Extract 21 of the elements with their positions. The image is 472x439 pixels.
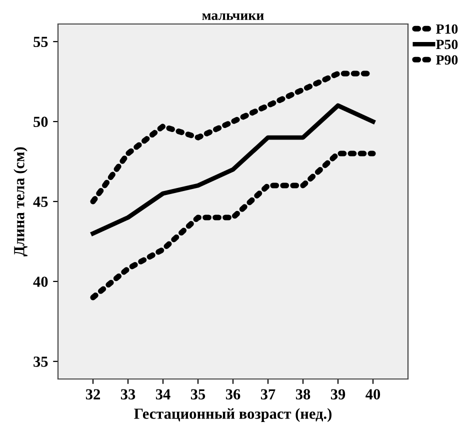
x-tick-label: 35 xyxy=(190,389,206,400)
y-axis-title: Длина тела (см) xyxy=(14,147,28,256)
y-tick-label: 40 xyxy=(33,276,48,287)
x-tick-label: 39 xyxy=(330,389,346,400)
x-tick-label: 37 xyxy=(260,389,276,400)
y-tick-label: 45 xyxy=(33,196,48,207)
y-tick-label: 50 xyxy=(34,116,48,127)
x-tick-label: 34 xyxy=(156,389,170,400)
x-tick-label: 38 xyxy=(296,389,310,400)
legend-label: P90 xyxy=(436,55,458,65)
x-tick-label: 33 xyxy=(120,389,136,400)
x-tick-label: 36 xyxy=(226,389,240,400)
line-series xyxy=(90,103,376,236)
x-axis-title: Гестационный возраст (нед.) xyxy=(134,408,332,422)
x-tick-label: 32 xyxy=(86,389,100,400)
legend-label: P50 xyxy=(436,40,458,50)
y-tick-label: 55 xyxy=(34,36,48,48)
chart-title: мальчики xyxy=(202,13,264,20)
y-tick-label: 35 xyxy=(34,356,48,367)
legend-label: P10 xyxy=(436,24,458,34)
x-tick-label: 40 xyxy=(366,389,380,400)
